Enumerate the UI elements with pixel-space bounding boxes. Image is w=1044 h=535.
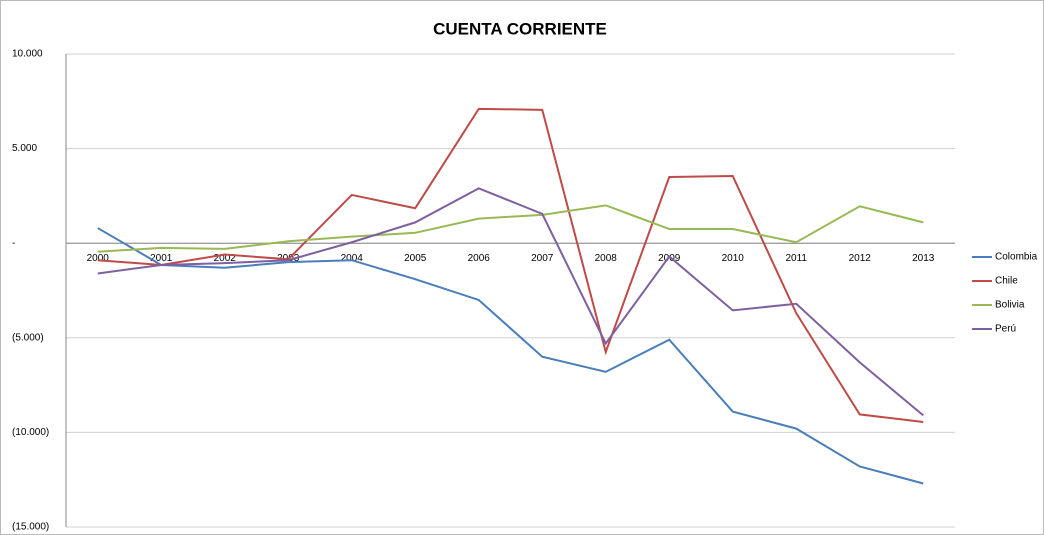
series-line <box>97 204 924 253</box>
x-tick-label: 2008 <box>595 253 618 264</box>
legend-label: Perú <box>995 324 1016 335</box>
series-line <box>97 107 924 423</box>
y-tick-label: (5.000) <box>12 332 44 343</box>
x-tick-label: 2011 <box>785 253 807 264</box>
x-tick-label: 2001 <box>150 253 173 264</box>
x-tick-label: 2000 <box>87 253 110 264</box>
y-tick-label: (15.000) <box>12 522 49 533</box>
x-tick-label: 2012 <box>849 253 872 264</box>
y-tick-label: (10.000) <box>12 427 49 438</box>
x-tick-label: 2004 <box>341 253 364 264</box>
x-tick-label: 2005 <box>404 253 427 264</box>
series-line <box>97 187 924 417</box>
chart-title: CUENTA CORRIENTE <box>433 19 607 38</box>
x-tick-label: 2007 <box>531 253 554 264</box>
legend-label: Bolivia <box>995 300 1025 311</box>
legend-label: Chile <box>995 276 1018 287</box>
x-tick-label: 2009 <box>658 253 681 264</box>
y-tick-label: - <box>12 238 15 249</box>
x-tick-label: 2013 <box>912 253 935 264</box>
series-line <box>97 227 924 485</box>
x-tick-label: 2006 <box>468 253 491 264</box>
x-tick-label: 2010 <box>722 253 745 264</box>
legend-label: Colombia <box>995 252 1038 263</box>
y-tick-label: 5.000 <box>12 143 37 154</box>
x-tick-label: 2002 <box>214 253 237 264</box>
y-tick-label: 10.000 <box>12 49 43 60</box>
